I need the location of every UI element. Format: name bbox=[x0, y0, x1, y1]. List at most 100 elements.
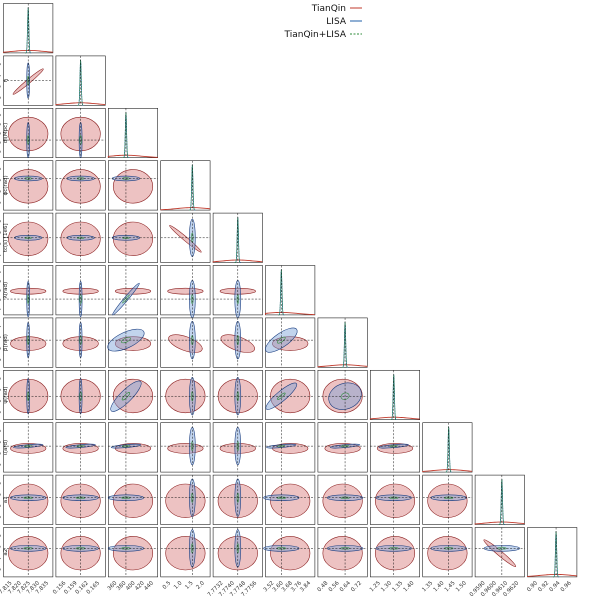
contour-tianqin bbox=[427, 536, 468, 571]
panel-frame bbox=[317, 422, 368, 473]
contour-combined bbox=[277, 392, 286, 400]
y-tick-label: 0.92 bbox=[0, 555, 3, 568]
y-tick-label: 3.84 bbox=[0, 269, 3, 282]
y-tick-label: 1.40 bbox=[0, 375, 3, 388]
x-tick-label: 1.35 bbox=[391, 580, 404, 593]
panel-p3-p1 bbox=[55, 160, 106, 211]
contour-tianqin bbox=[112, 169, 154, 204]
x-tick-label: 0.90 bbox=[526, 580, 539, 593]
panel-p6-p1 bbox=[55, 317, 106, 368]
contour-tianqin bbox=[374, 536, 416, 571]
panel-p5-p2 bbox=[108, 265, 159, 316]
panel-p9-p3 bbox=[160, 474, 211, 525]
x-tick-label: 1.40 bbox=[403, 580, 416, 593]
x-tick-label: 0.165 bbox=[86, 580, 102, 596]
panel-p7-p1 bbox=[55, 369, 106, 420]
panel-p6-p5 bbox=[265, 317, 316, 368]
marginal-combined-line bbox=[498, 479, 505, 525]
panel-p9-p2 bbox=[107, 474, 159, 525]
x-tick-label: 0.56 bbox=[328, 580, 341, 593]
panel-frame bbox=[317, 369, 368, 420]
y-tick-label: 0.156 bbox=[0, 94, 3, 110]
panel-p7-p2 bbox=[108, 369, 159, 420]
contour-tianqin bbox=[322, 536, 363, 571]
contour-combined bbox=[121, 392, 131, 401]
panel-frame bbox=[160, 474, 211, 525]
panel-frame bbox=[160, 317, 211, 368]
marginal-combined-line bbox=[189, 164, 196, 211]
y-tick-label: 0.9590 bbox=[0, 513, 3, 531]
panel-frame bbox=[160, 527, 211, 578]
contour-combined bbox=[122, 294, 130, 304]
panel-frame bbox=[474, 527, 525, 578]
panel-p4-p2 bbox=[108, 212, 159, 263]
panel-p9-p6 bbox=[317, 474, 368, 525]
y-tick-label: 1.5 bbox=[0, 177, 3, 188]
panel-p8-p4 bbox=[212, 422, 263, 473]
contour-tianqin bbox=[165, 483, 206, 518]
panel-p10-p7: 1.251.301.351.40ψ(rad) bbox=[369, 527, 420, 593]
legend-label-tianqin: TianQin bbox=[311, 4, 346, 14]
x-tick-label: 0.5 bbox=[162, 580, 173, 591]
y-axis-label: η bbox=[3, 78, 9, 82]
y-tick-label: 1.35 bbox=[0, 461, 3, 474]
marginal-tianqin-line bbox=[265, 311, 315, 316]
panel-frame bbox=[160, 422, 211, 473]
x-tick-label: 2.0 bbox=[195, 580, 206, 591]
y-tick-label: 360 bbox=[0, 148, 3, 160]
panel-frame bbox=[108, 108, 159, 159]
panel-p6-p3 bbox=[160, 317, 211, 368]
panel-p9-p4 bbox=[212, 474, 263, 525]
panel-p1-p1 bbox=[55, 55, 106, 106]
contour-tianqin bbox=[165, 536, 206, 571]
x-tick-label: 1.25 bbox=[369, 580, 382, 593]
x-tick-label: 1.30 bbox=[380, 580, 393, 593]
panel-p5-p3 bbox=[160, 265, 211, 319]
contour-combined bbox=[121, 337, 131, 344]
x-tick-label: 1.45 bbox=[444, 580, 457, 593]
marginal-tianqin-line bbox=[369, 416, 420, 420]
x-tick-label: 0.72 bbox=[350, 580, 363, 593]
contour-tianqin bbox=[270, 536, 311, 571]
contour-tianqin bbox=[112, 536, 154, 571]
panel-p10-p0: 7.8157.8207.8257.8307.835ℳ(M☉)0.900.920.… bbox=[0, 527, 54, 596]
y-tick-label: 0.90 bbox=[0, 566, 3, 579]
panel-p2-p1 bbox=[55, 108, 106, 159]
panel-p7-p4 bbox=[212, 369, 263, 420]
panel-p2-p2 bbox=[107, 108, 159, 159]
y-tick-label: 7.7732 bbox=[0, 252, 3, 270]
marginal-combined-line bbox=[445, 426, 452, 473]
panel-frame bbox=[108, 474, 159, 525]
x-tick-label: 0.92 bbox=[537, 580, 550, 593]
panel-p10-p3: 0.51.01.52.0ϕc(rad) bbox=[160, 527, 211, 591]
y-axis-label: dl(Mpc) bbox=[3, 123, 9, 144]
panel-p7-p5 bbox=[265, 369, 316, 420]
y-axis-label: a2 bbox=[3, 549, 9, 556]
panel-frame bbox=[108, 527, 159, 578]
panel-frame bbox=[160, 369, 211, 420]
panel-p8-p2 bbox=[108, 422, 159, 473]
panel-frame bbox=[474, 474, 525, 525]
y-tick-label: 2.0 bbox=[0, 165, 3, 176]
y-axis-label: λ(rad) bbox=[3, 282, 9, 299]
y-tick-label: 1.0 bbox=[0, 188, 3, 199]
panel-frame bbox=[108, 160, 159, 211]
contour-combined bbox=[277, 336, 286, 344]
marginal-tianqin-line bbox=[422, 469, 473, 473]
panel-p3-p3 bbox=[160, 160, 211, 211]
x-tick-label: 0.96 bbox=[560, 580, 573, 593]
panel-frame bbox=[265, 422, 316, 473]
panel-p6-p6 bbox=[317, 317, 368, 368]
panel-p0-p0 bbox=[3, 3, 54, 54]
x-tick-label: 0.94 bbox=[549, 580, 562, 593]
panel-frame bbox=[108, 422, 159, 473]
marginal-tianqin-line bbox=[3, 49, 53, 53]
panel-frame bbox=[317, 317, 368, 368]
